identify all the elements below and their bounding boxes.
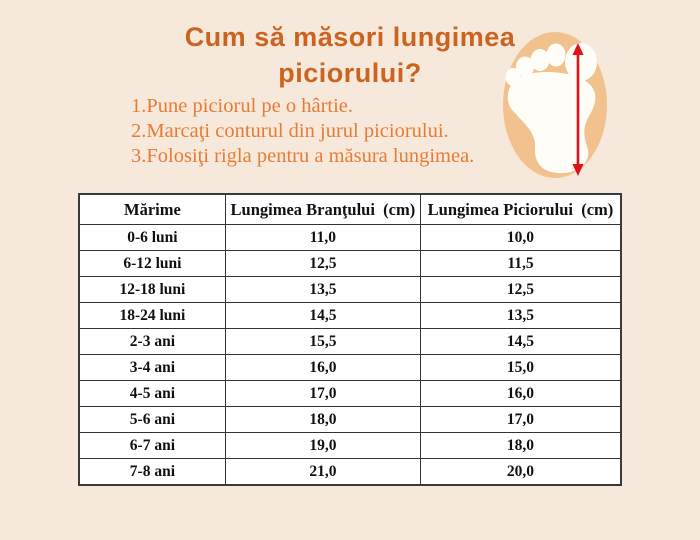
table-row: 6-12 luni 12,5 11,5 — [78, 250, 622, 277]
table-cell: 18,0 — [419, 432, 622, 459]
table-cell: 13,5 — [419, 302, 622, 329]
table-cell: 12,5 — [419, 276, 622, 303]
table-cell: 19,0 — [224, 432, 421, 459]
table-cell: 12,5 — [224, 250, 421, 277]
header-cell-size: Mărime — [78, 193, 226, 225]
table-cell: 10,0 — [419, 224, 622, 251]
measurement-arrow-icon — [572, 43, 584, 176]
table-cell: 17,0 — [224, 380, 421, 407]
table-row: 3-4 ani 16,0 15,0 — [78, 354, 622, 381]
table-cell: 0-6 luni — [78, 224, 226, 251]
table-cell: 15,0 — [419, 354, 622, 381]
table-row: 18-24 luni 14,5 13,5 — [78, 302, 622, 329]
table-row: 6-7 ani 19,0 18,0 — [78, 432, 622, 459]
footprint-sole — [507, 72, 596, 174]
size-table-header: Mărime Lungimea Branţului (cm) Lungimea … — [78, 193, 622, 225]
table-row: 12-18 luni 13,5 12,5 — [78, 276, 622, 303]
big-toe — [565, 43, 597, 81]
header-row: Mărime Lungimea Branţului (cm) Lungimea … — [78, 193, 622, 225]
table-cell: 15,5 — [224, 328, 421, 355]
instruction-step-1: 1.Pune piciorul pe o hârtie. — [131, 95, 354, 117]
table-cell: 20,0 — [419, 458, 622, 486]
toe-5 — [505, 68, 521, 86]
table-cell: 12-18 luni — [78, 276, 226, 303]
table-cell: 18,0 — [224, 406, 421, 433]
instruction-step-2: 2.Marcaţi conturul din jurul piciorului. — [131, 120, 449, 142]
header-cell-insole-length: Lungimea Branţului (cm) — [224, 193, 421, 225]
instruction-step-3: 3.Folosiţi rigla pentru a măsura lungime… — [131, 145, 475, 167]
table-cell: 21,0 — [224, 458, 421, 486]
table-cell: 14,5 — [419, 328, 622, 355]
table-cell: 16,0 — [224, 354, 421, 381]
foot-measurement-illustration — [503, 32, 607, 178]
toe-2 — [546, 43, 566, 67]
table-cell: 7-8 ani — [78, 458, 226, 486]
table-cell: 3-4 ani — [78, 354, 226, 381]
toe-3 — [530, 49, 550, 71]
table-cell: 5-6 ani — [78, 406, 226, 433]
table-cell: 13,5 — [224, 276, 421, 303]
table-cell: 6-7 ani — [78, 432, 226, 459]
table-cell: 4-5 ani — [78, 380, 226, 407]
table-cell: 14,5 — [224, 302, 421, 329]
table-row: 0-6 luni 11,0 10,0 — [78, 224, 622, 251]
table-cell: 16,0 — [419, 380, 622, 407]
toe-4 — [516, 56, 534, 78]
table-cell: 18-24 luni — [78, 302, 226, 329]
table-cell: 2-3 ani — [78, 328, 226, 355]
size-table-body: 0-6 luni 11,0 10,0 6-12 luni 12,5 11,5 12-18 l… — [78, 224, 622, 486]
header-cell-foot-length: Lungimea Piciorului (cm) — [419, 193, 622, 225]
table-row: 4-5 ani 17,0 16,0 — [78, 380, 622, 407]
table-row: 2-3 ani 15,5 14,5 — [78, 328, 622, 355]
table-row: 5-6 ani 18,0 17,0 — [78, 406, 622, 433]
table-row: 7-8 ani 21,0 20,0 — [78, 458, 622, 486]
size-table: Mărime Lungimea Branţului (cm) Lungimea … — [78, 193, 622, 486]
table-cell: 11,5 — [419, 250, 622, 277]
page-title-line1: Cum să măsori lungimea — [184, 22, 516, 52]
table-cell: 17,0 — [419, 406, 622, 433]
table-cell: 6-12 luni — [78, 250, 226, 277]
page-title: Cum să măsori lungimea piciorului? — [0, 19, 700, 91]
instructions-list: 1.Pune piciorul pe o hârtie. 2.Marcaţi c… — [131, 94, 474, 169]
table-cell: 11,0 — [224, 224, 421, 251]
page-title-line2: piciorului? — [278, 58, 422, 88]
